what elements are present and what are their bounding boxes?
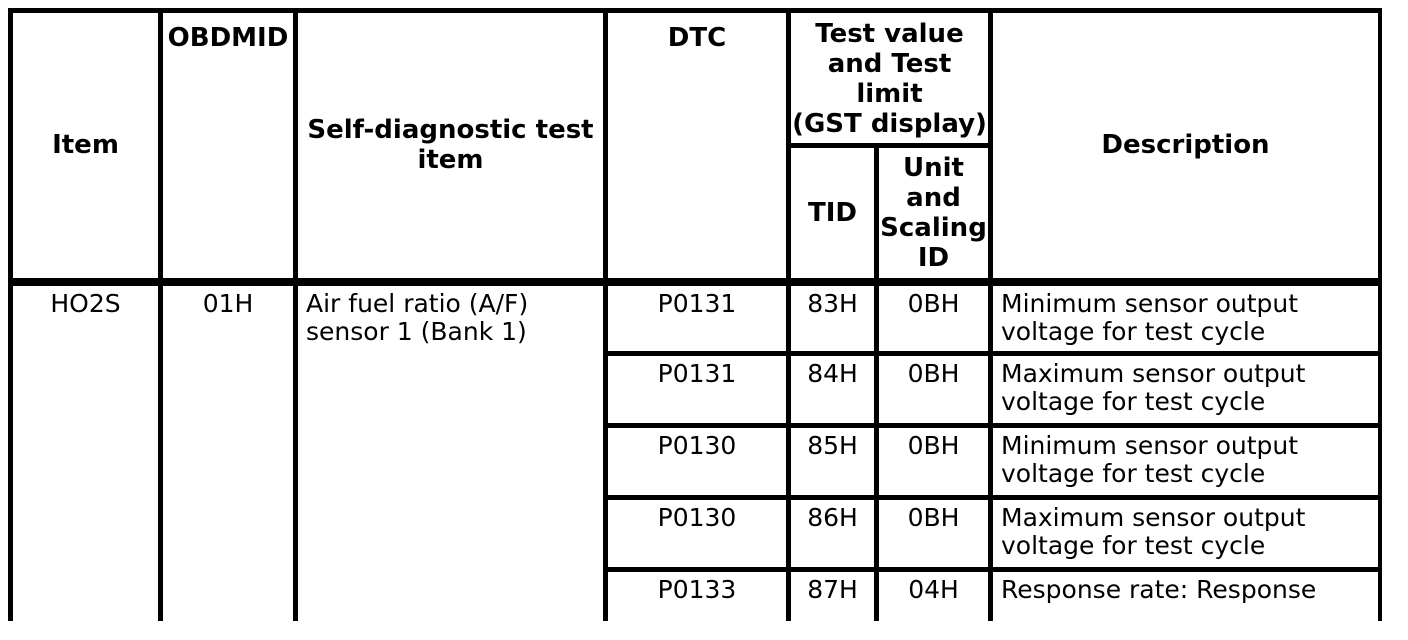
cell-dtc: P0131 — [603, 279, 791, 356]
diagnostic-table: Item OBDMID Self-diagnostic test item DT… — [8, 8, 1382, 621]
cell-self-diagnostic-value: Air fuel ratio (A/F) sensor 1 (Bank 1) — [293, 279, 608, 621]
cell-description: Maximum sensor output voltage for test c… — [988, 351, 1382, 428]
cell-description: Minimum sensor output voltage for test c… — [988, 279, 1382, 356]
text-line: limit — [856, 79, 923, 109]
col-header-description: Description — [988, 8, 1382, 286]
col-header-unit-scaling-id: Unit and Scaling ID — [874, 143, 993, 286]
col-header-item: Item — [8, 8, 163, 286]
text-line: Minimum sensor output — [1001, 288, 1299, 318]
text-line: Scaling — [880, 212, 987, 243]
text-line: voltage for test cycle — [1001, 316, 1266, 346]
cell-unit-scaling-id: 0BH — [874, 279, 993, 356]
text-line: voltage for test cycle — [1001, 459, 1266, 488]
text-line: ID — [917, 242, 950, 273]
table-row: P0133 87H 04H Response rate: Response — [11, 567, 1382, 621]
cell-dtc: P0133 — [603, 567, 791, 621]
col-header-dtc: DTC — [603, 8, 791, 286]
text-line: Unit — [903, 152, 964, 183]
cell-tid: 87H — [786, 567, 879, 621]
cell-tid: 86H — [786, 495, 879, 572]
header-row-1: Item OBDMID Self-diagnostic test item DT… — [8, 8, 1382, 286]
col-header-tid: TID — [786, 143, 879, 286]
text-line: Self-diagnostic test — [307, 115, 594, 146]
text-line: Test value — [815, 19, 964, 49]
text-line: Minimum sensor output — [1001, 431, 1299, 460]
cell-obdmid-value: 01H — [158, 279, 298, 621]
cell-description: Maximum sensor output voltage for test c… — [988, 495, 1382, 572]
text-line: Response rate: Response — [1001, 575, 1317, 604]
table-row: P0131 84H 0BH Maximum sensor output volt… — [11, 351, 1382, 428]
cell-description: Minimum sensor output voltage for test c… — [988, 423, 1382, 500]
col-header-obdmid: OBDMID — [158, 8, 298, 286]
cell-unit-scaling-id: 0BH — [874, 423, 993, 500]
text-line: voltage for test cycle — [1001, 531, 1266, 560]
cell-dtc: P0131 — [603, 351, 791, 428]
text-line: item — [417, 145, 484, 176]
text-line: voltage for test cycle — [1001, 387, 1266, 416]
text-line: Maximum sensor output — [1001, 359, 1306, 388]
table-row: P0130 86H 0BH Maximum sensor output volt… — [11, 495, 1382, 572]
table-row: HO2S 01H Air fuel ratio (A/F) sensor 1 (… — [8, 279, 1382, 621]
col-header-test-value-limit: Test value and Test limit (GST display) — [786, 8, 993, 148]
text-line: sensor 1 (Bank 1) — [306, 316, 527, 346]
diagnostic-table-container: Item OBDMID Self-diagnostic test item DT… — [8, 8, 1382, 621]
text-line: Air fuel ratio (A/F) — [306, 288, 529, 318]
text-line: (GST display) — [792, 109, 987, 139]
text-line: Maximum sensor output — [1001, 503, 1306, 532]
col-header-self-diagnostic-test-item: Self-diagnostic test item — [293, 8, 608, 286]
table-row: P0130 85H 0BH Minimum sensor output volt… — [11, 423, 1382, 500]
cell-tid: 84H — [786, 351, 879, 428]
cell-tid: 83H — [786, 279, 879, 356]
cell-description: Response rate: Response — [988, 567, 1382, 621]
text-line: and Test — [827, 49, 952, 79]
cell-dtc: P0130 — [603, 495, 791, 572]
cell-tid: 85H — [786, 423, 879, 500]
cell-unit-scaling-id: 0BH — [874, 495, 993, 572]
text-line: and — [906, 182, 961, 213]
cell-unit-scaling-id: 0BH — [874, 351, 993, 428]
cell-item-value: HO2S — [8, 279, 163, 621]
cell-dtc: P0130 — [603, 423, 791, 500]
cell-unit-scaling-id: 04H — [874, 567, 993, 621]
header-row-2: TID Unit and Scaling ID — [11, 143, 1381, 286]
